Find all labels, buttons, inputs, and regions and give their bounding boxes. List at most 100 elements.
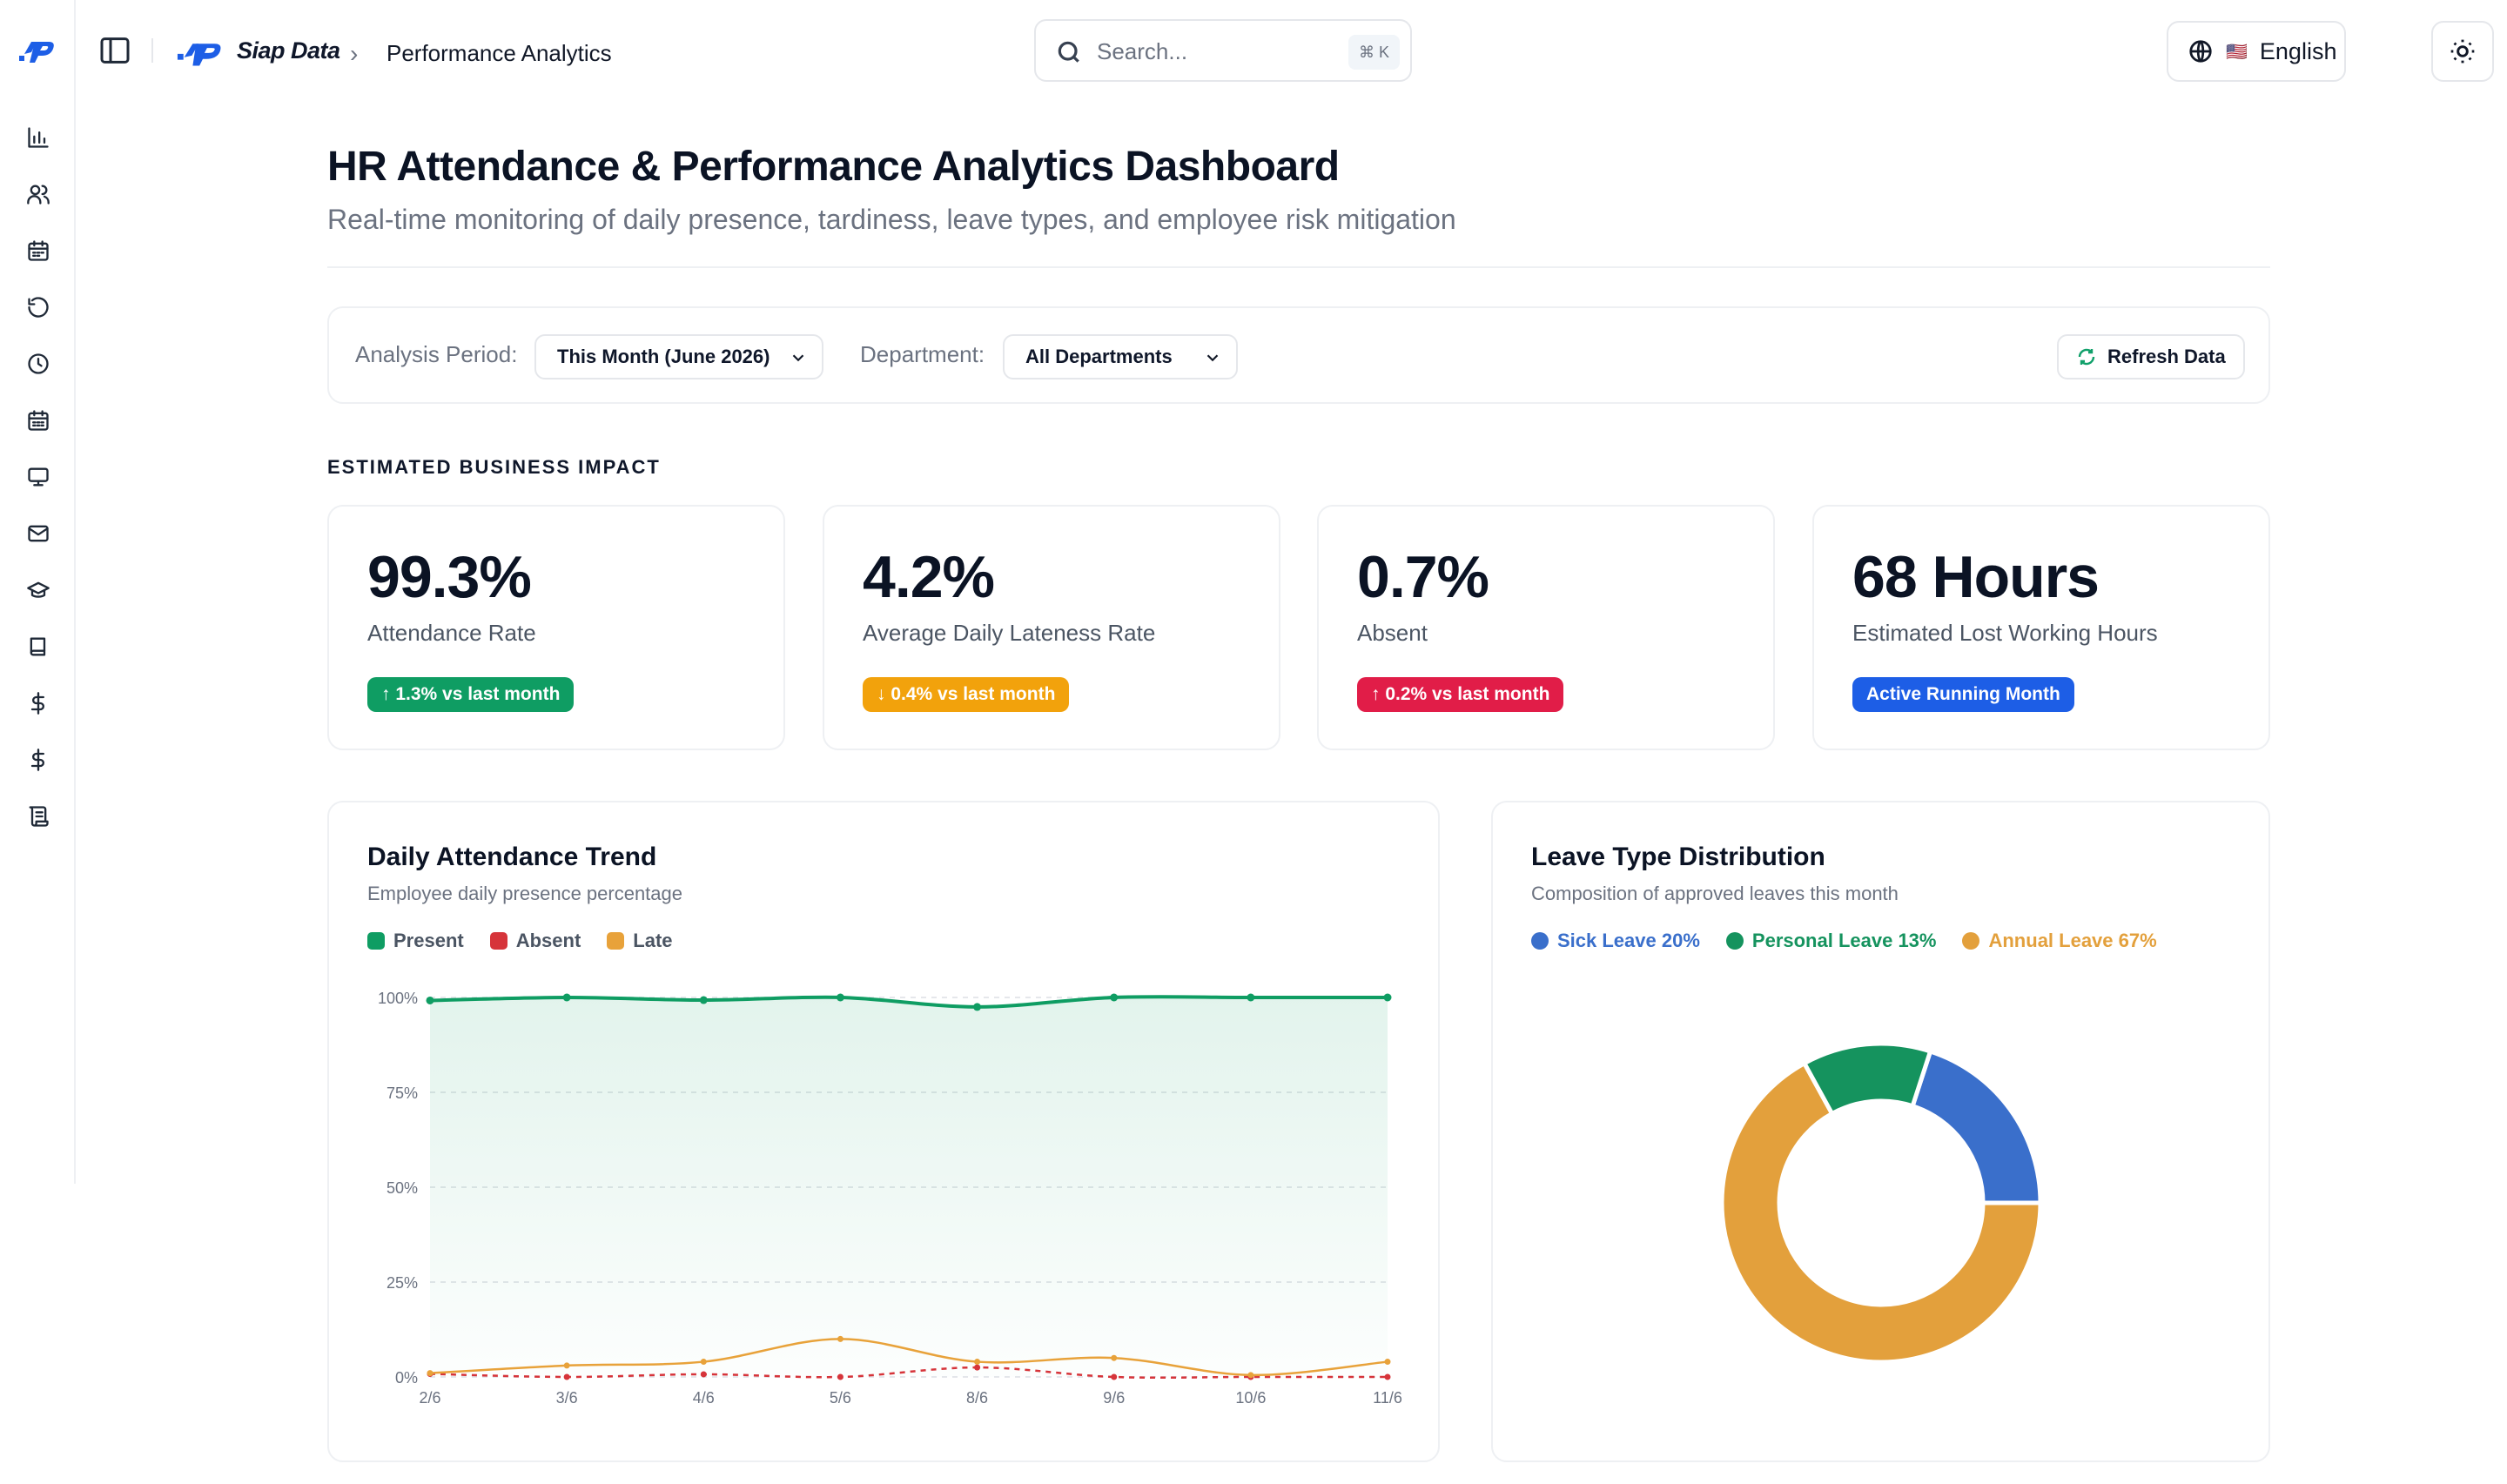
department-select[interactable]: All Departments — [1003, 334, 1238, 379]
sun-icon — [2450, 39, 2475, 64]
calendar-icon[interactable] — [23, 235, 54, 266]
data-point-late[interactable] — [1247, 1372, 1254, 1379]
calendar-days-icon[interactable] — [23, 405, 54, 436]
data-point-late[interactable] — [700, 1359, 707, 1366]
legend-swatch — [1531, 932, 1549, 950]
period-select[interactable]: This Month (June 2026) — [534, 334, 823, 379]
sidebar-toggle-icon[interactable] — [96, 31, 134, 70]
donut-slice[interactable] — [1910, 1048, 2043, 1205]
data-point-present[interactable] — [1383, 993, 1392, 1002]
trend-chart-plot: 0% 25% 50% 75% 100% 2/6 3/6 4/6 5/6 8/6 9/6 10/6 11/… — [378, 990, 1402, 1407]
kpi-badge: ↓ 0.4% vs last month — [863, 677, 1070, 712]
data-point-absent[interactable] — [563, 1373, 570, 1380]
chart-title: Daily Attendance Trend — [367, 843, 657, 871]
x-tick-label: 10/6 — [1235, 1389, 1266, 1407]
x-tick-label: 8/6 — [966, 1389, 988, 1407]
section-label: ESTIMATED BUSINESS IMPACT — [327, 456, 661, 478]
breadcrumb-current: Performance Analytics — [386, 40, 612, 66]
kpi-value: 0.7% — [1357, 544, 1489, 610]
data-point-late[interactable] — [974, 1359, 981, 1366]
data-point-absent[interactable] — [837, 1373, 844, 1380]
legend-swatch — [607, 932, 625, 950]
data-point-present[interactable] — [836, 993, 844, 1002]
period-value: This Month (June 2026) — [557, 346, 770, 367]
data-point-absent[interactable] — [700, 1371, 707, 1378]
theme-toggle-button[interactable] — [2431, 21, 2494, 82]
data-point-present[interactable] — [562, 993, 571, 1002]
data-point-late[interactable] — [837, 1335, 844, 1342]
data-point-late[interactable] — [1111, 1354, 1118, 1361]
monitor-icon[interactable] — [23, 461, 54, 493]
data-point-present[interactable] — [1110, 993, 1119, 1002]
data-point-present[interactable] — [973, 1003, 982, 1011]
brand-name: Siap Data — [237, 37, 340, 64]
donut-slice[interactable] — [1719, 1060, 2043, 1365]
chart-subtitle: Composition of approved leaves this mont… — [1531, 883, 1899, 904]
y-tick-label: 75% — [386, 1084, 418, 1102]
flag-icon: 🇺🇸 — [2226, 42, 2248, 62]
legend-item-sick[interactable]: Sick Leave 20% — [1531, 930, 1700, 952]
legend-item-personal[interactable]: Personal Leave 13% — [1725, 930, 1937, 952]
data-point-late[interactable] — [427, 1370, 434, 1377]
kpi-value: 68 Hours — [1852, 544, 2100, 610]
y-tick-label: 50% — [386, 1179, 418, 1197]
data-point-late[interactable] — [563, 1362, 570, 1369]
donut-slice[interactable] — [1801, 1041, 1933, 1117]
dollar-alt-icon[interactable] — [23, 744, 54, 776]
series-line-absent — [429, 1366, 1388, 1380]
book-icon[interactable] — [23, 631, 54, 662]
legend-item-late[interactable]: Late — [607, 930, 673, 952]
globe-icon — [2189, 40, 2212, 63]
language-selector[interactable]: 🇺🇸 English — [2167, 21, 2346, 82]
legend-swatch — [1962, 932, 1980, 950]
period-label: Analysis Period: — [355, 341, 518, 367]
dollar-icon[interactable] — [23, 688, 54, 719]
brand-logo[interactable]: Siap Data — [176, 33, 340, 68]
data-point-absent[interactable] — [1384, 1373, 1391, 1380]
refresh-label: Refresh Data — [2107, 346, 2226, 367]
graduation-cap-icon[interactable] — [23, 574, 54, 606]
brand-mark-icon — [177, 44, 221, 66]
app-logo-icon[interactable] — [17, 33, 59, 68]
legend-swatch — [367, 932, 385, 950]
top-bar: Siap Data › Performance Analytics Search… — [77, 0, 2507, 104]
kpi-value: 99.3% — [367, 544, 532, 610]
users-icon[interactable] — [23, 178, 54, 210]
kpi-badge: ↑ 0.2% vs last month — [1357, 677, 1564, 712]
legend-item-absent[interactable]: Absent — [489, 930, 581, 952]
y-tick-label: 25% — [386, 1274, 418, 1292]
x-tick-label: 5/6 — [830, 1389, 851, 1407]
data-point-absent[interactable] — [974, 1364, 981, 1371]
bar-chart-icon[interactable] — [23, 122, 54, 153]
search-input[interactable]: Search... ⌘ K — [1034, 19, 1412, 82]
trend-legend: Present Absent Late — [367, 930, 673, 952]
leave-legend: Sick Leave 20% Personal Leave 13% Annual… — [1531, 930, 2157, 952]
legend-label: Sick Leave 20% — [1557, 930, 1700, 951]
search-placeholder: Search... — [1097, 38, 1188, 64]
leave-chart-card: Leave Type Distribution Composition of a… — [1491, 801, 2270, 1462]
data-point-absent[interactable] — [1111, 1373, 1118, 1380]
search-shortcut: ⌘ K — [1348, 35, 1400, 70]
legend-label: Late — [633, 930, 673, 951]
kpi-badge: ↑ 1.3% vs last month — [367, 677, 575, 712]
breadcrumb-chevron-icon: › — [350, 40, 359, 67]
data-point-present[interactable] — [426, 996, 434, 1004]
legend-label: Personal Leave 13% — [1751, 930, 1937, 951]
scroll-icon[interactable] — [23, 801, 54, 832]
data-point-late[interactable] — [1384, 1359, 1391, 1366]
legend-label: Present — [393, 930, 464, 951]
data-point-present[interactable] — [1247, 993, 1255, 1002]
history-icon[interactable] — [23, 292, 54, 323]
kpi-label: Absent — [1357, 620, 1428, 646]
mail-icon[interactable] — [23, 518, 54, 549]
chart-subtitle: Employee daily presence percentage — [367, 883, 683, 904]
series-line-present — [429, 995, 1388, 1009]
clock-icon[interactable] — [23, 348, 54, 379]
legend-item-present[interactable]: Present — [367, 930, 464, 952]
kpi-card: 0.7% Absent ↑ 0.2% vs last month — [1317, 505, 1775, 750]
chevron-down-icon — [1203, 348, 1222, 367]
legend-item-annual[interactable]: Annual Leave 67% — [1962, 930, 2157, 952]
kpi-value: 4.2% — [863, 544, 995, 610]
refresh-data-button[interactable]: Refresh Data — [2057, 334, 2245, 379]
data-point-present[interactable] — [699, 996, 708, 1004]
